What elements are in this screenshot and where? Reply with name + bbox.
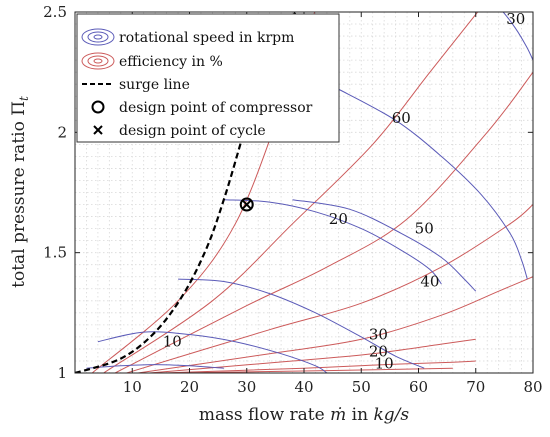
legend-label-design-compressor: design point of compressor <box>119 100 313 116</box>
legend-swatch-cross-icon <box>93 125 103 135</box>
legend-label-speed: rotational speed in krpm <box>119 30 294 46</box>
legend-swatch-efficiency <box>81 52 115 70</box>
legend-swatch-circle-icon <box>91 100 105 114</box>
x-tick-label: 20 <box>180 378 199 396</box>
legend-label-efficiency: efficiency in % <box>119 54 223 70</box>
x-axis-label-prefix: mass flow rate <box>199 405 330 425</box>
y-tick-label: 1 <box>57 364 67 382</box>
legend-swatch-speed <box>81 28 115 46</box>
speed-label: 30 <box>506 10 525 28</box>
efficiency-label: 10 <box>375 354 394 372</box>
efficiency-line-2 <box>114 71 533 373</box>
speed-line-3 <box>223 199 442 285</box>
x-axis-label: mass flow rate ṁ in kg/s <box>199 405 409 425</box>
design-markers <box>239 197 254 212</box>
efficiency-line-7 <box>172 367 453 373</box>
y-tick-label: 2.5 <box>43 3 67 21</box>
plot-area: 70605040302010102030 <box>75 10 533 373</box>
speed-label: 10 <box>163 333 182 351</box>
efficiency-line-4 <box>137 276 533 373</box>
efficiency-label: 60 <box>392 109 411 127</box>
speed-line-0 <box>86 364 224 369</box>
legend-item-speed: rotational speed in krpm <box>81 28 294 46</box>
efficiency-label: 40 <box>420 273 439 291</box>
efficiency-line-6 <box>160 360 476 373</box>
legend-box <box>76 13 340 143</box>
legend-label-surge: surge line <box>119 77 190 93</box>
design-point-cycle <box>242 199 252 210</box>
legend-item-design-cycle: design point of cycle <box>93 123 266 139</box>
x-tick-label: 70 <box>466 378 485 396</box>
x-axis-label-unit: kg/s <box>373 405 409 425</box>
efficiency-line-3 <box>126 204 533 373</box>
speed-line-1 <box>97 331 328 373</box>
efficiency-line-1 <box>103 12 479 373</box>
y-axis-label-symbol: Π <box>9 101 29 116</box>
legend-item-design-compressor: design point of compressor <box>91 100 313 116</box>
legend-item-surge: surge line <box>82 77 190 93</box>
y-axis-label-prefix: total pressure ratio <box>9 116 29 288</box>
x-tick-label: 50 <box>352 378 371 396</box>
y-axis-label-subscript: t <box>17 96 31 101</box>
x-tick-label: 80 <box>523 378 542 396</box>
legend: rotational speed in krpm efficiency in %… <box>76 13 340 143</box>
efficiency-label: 30 <box>369 325 388 343</box>
x-tick-label: 30 <box>237 378 256 396</box>
speed-line-6 <box>502 12 533 61</box>
contour-labels: 70605040302010102030 <box>163 10 526 372</box>
x-tick-label: 40 <box>294 378 313 396</box>
legend-label-design-cycle: design point of cycle <box>119 123 266 139</box>
design-point-compressor <box>239 197 254 212</box>
speed-line-2 <box>178 278 425 369</box>
y-tick-label: 1.5 <box>43 244 67 262</box>
x-axis-label-mid: in <box>346 405 373 425</box>
efficiency-label: 20 <box>369 342 388 360</box>
legend-item-efficiency: efficiency in % <box>81 52 223 70</box>
speed-label: 20 <box>329 210 348 228</box>
efficiency-label: 50 <box>415 220 434 238</box>
y-axis-label: total pressure ratio Πt <box>9 96 31 288</box>
speed-line-5 <box>338 88 528 280</box>
x-axis-label-symbol: ṁ <box>330 405 346 425</box>
speed-line-4 <box>292 199 477 292</box>
y-tick-label: 2 <box>57 123 67 141</box>
x-tick-label: 10 <box>123 378 142 396</box>
x-tick-label: 60 <box>409 378 428 396</box>
speed-lines <box>86 12 533 373</box>
efficiency-line-5 <box>149 338 476 373</box>
